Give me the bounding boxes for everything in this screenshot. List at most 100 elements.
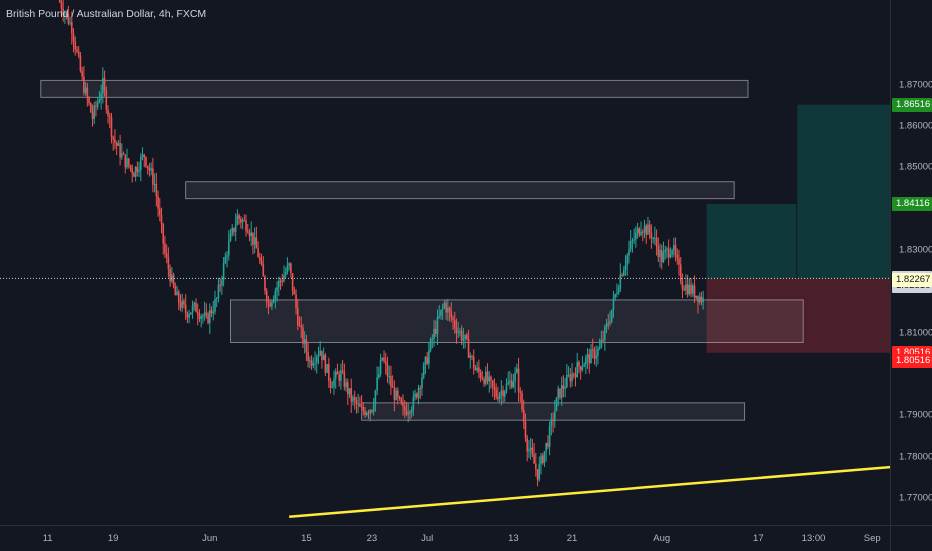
candle-body-252 xyxy=(493,386,496,390)
candle-body-142 xyxy=(303,339,306,344)
candle-body-305 xyxy=(585,357,587,365)
candle-body-303 xyxy=(581,366,584,371)
profit-zone-1 xyxy=(706,203,797,279)
candle-body-92 xyxy=(217,284,220,299)
time-tick-label: 13:00 xyxy=(801,533,826,544)
candle-body-190 xyxy=(386,364,389,377)
candle-body-117 xyxy=(260,260,263,265)
candle-body-152 xyxy=(321,350,323,361)
candle-body-113 xyxy=(253,237,256,245)
candle-body-62 xyxy=(165,253,168,258)
candle-body-151 xyxy=(319,350,321,356)
candle-body-23 xyxy=(98,99,101,102)
candle-body-29 xyxy=(108,115,111,118)
candle-body-277 xyxy=(536,469,539,480)
candle-body-183 xyxy=(374,390,377,405)
candle-body-334 xyxy=(635,232,637,240)
candle-body-352 xyxy=(666,248,668,250)
candle-body-126 xyxy=(276,287,278,292)
candle-body-133 xyxy=(288,263,290,266)
candle-body-96 xyxy=(224,256,227,264)
candle-body-131 xyxy=(284,272,287,276)
candle-body-322 xyxy=(614,294,616,298)
candle-body-21 xyxy=(95,105,97,107)
candle-body-217 xyxy=(433,328,435,339)
candle-body-94 xyxy=(221,280,223,286)
candle-body-284 xyxy=(548,425,551,447)
time-tick-label: Aug xyxy=(653,533,671,544)
candle-body-56 xyxy=(155,183,158,197)
candle-body-329 xyxy=(626,255,629,265)
candle-body-267 xyxy=(519,391,522,393)
candle-body-254 xyxy=(497,396,499,400)
candle-body-7 xyxy=(71,22,73,34)
candle-body-115 xyxy=(257,248,259,257)
candle-body-199 xyxy=(402,403,404,407)
candle-body-257 xyxy=(502,390,504,397)
candle-body-48 xyxy=(141,154,144,158)
candle-body-79 xyxy=(195,302,197,312)
candle-body-327 xyxy=(623,269,625,276)
candle-body-228 xyxy=(452,317,454,321)
sr-zone-1 xyxy=(40,79,749,98)
candle-body-85 xyxy=(205,312,208,314)
candle-body-310 xyxy=(593,349,596,359)
candle-body-338 xyxy=(641,231,644,233)
candle-body-16 xyxy=(86,87,89,98)
candle-body-293 xyxy=(564,387,566,389)
candle-body-341 xyxy=(647,224,649,235)
sr-zone-3 xyxy=(230,299,804,343)
candle-body-44 xyxy=(134,167,137,177)
candle-body-296 xyxy=(569,374,572,382)
candle-body-121 xyxy=(267,301,270,304)
candle-body-42 xyxy=(131,167,133,174)
candle-body-47 xyxy=(140,157,142,171)
candle-body-367 xyxy=(692,285,694,294)
chart-title: British Pound / Australian Dollar, 4h, F… xyxy=(6,8,207,20)
candle-body-153 xyxy=(322,354,325,361)
candle-body-285 xyxy=(550,419,553,426)
price-tick-label: 1.79000 xyxy=(899,409,932,421)
time-axis[interactable]: 11 19 Jun 15 23 Jul 13 21 Aug 17 13:00 Sep xyxy=(0,525,890,551)
candle-body-244 xyxy=(479,372,482,378)
candle-body-18 xyxy=(89,103,92,113)
candle-body-118 xyxy=(262,264,265,277)
candle-body-138 xyxy=(296,308,299,326)
price-tag-label: 1.84116 xyxy=(892,196,932,211)
price-chart[interactable] xyxy=(0,0,890,525)
candle-body-365 xyxy=(688,284,691,295)
candle-body-192 xyxy=(390,375,392,387)
chart-area[interactable]: British Pound / Australian Dollar, 4h, F… xyxy=(0,0,890,525)
candle-body-362 xyxy=(683,288,685,291)
candle-body-45 xyxy=(136,167,139,172)
time-tick-label: Jun xyxy=(202,533,218,544)
sr-zone-2 xyxy=(185,181,735,200)
candle-body-25 xyxy=(102,77,104,94)
candle-body-43 xyxy=(133,173,135,177)
candle-body-360 xyxy=(679,264,682,282)
time-tick-label: Sep xyxy=(863,533,881,544)
time-tick-label: 21 xyxy=(566,533,578,544)
candle-body-206 xyxy=(414,393,416,398)
candle-body-339 xyxy=(643,225,646,233)
candle-body-78 xyxy=(193,302,196,306)
candle-body-230 xyxy=(455,327,458,334)
candle-body-224 xyxy=(445,302,447,313)
candle-body-170 xyxy=(352,397,354,402)
candle-body-166 xyxy=(345,382,347,388)
candle-body-269 xyxy=(522,409,525,423)
candle-body-71 xyxy=(181,300,183,308)
candle-body-158 xyxy=(331,386,334,388)
price-axis[interactable]: 1.87000 1.86000 1.85000 1.83000 1.81000 1.790… xyxy=(890,0,932,525)
profit-zone-2 xyxy=(797,104,890,279)
candle-body-239 xyxy=(471,355,473,357)
candle-body-127 xyxy=(278,280,280,288)
candle-body-17 xyxy=(88,97,90,104)
candle-body-97 xyxy=(226,255,228,257)
candle-body-169 xyxy=(350,388,353,402)
candle-body-370 xyxy=(697,295,699,303)
candle-body-212 xyxy=(424,356,427,365)
candle-body-19 xyxy=(91,112,94,120)
candle-body-373 xyxy=(702,297,704,302)
candle-body-178 xyxy=(365,412,368,416)
